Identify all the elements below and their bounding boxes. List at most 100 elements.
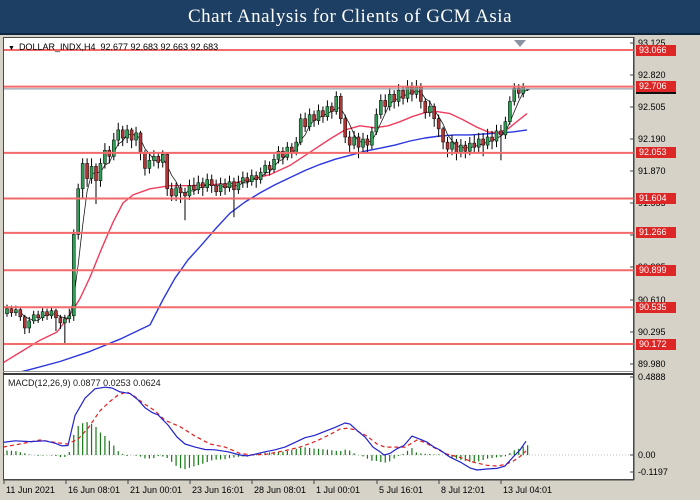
level-price-badge: 90.899 [636,264,676,276]
candle-up [307,114,312,128]
candle-up [405,85,410,99]
candle-up [227,181,232,189]
candle-up [5,308,9,315]
candle-up [521,86,525,94]
candle-down [192,185,196,191]
panel-separator-bar [3,373,634,375]
candle-up [116,129,120,141]
candle-up [112,139,116,157]
candle-up [14,309,18,313]
candle-up [450,141,454,150]
symbol-ohlc-header: ▼ DOLLAR_INDX,H4 92.677 92.683 92.663 92.… [8,42,218,52]
macd-signal-line [4,391,527,467]
candle-down [54,310,58,319]
candle-up [508,101,512,122]
time-tick-label: 28 Jun 08:01 [254,485,307,495]
candle-up [40,311,45,319]
candlesticks [5,80,530,344]
macd-label: MACD(12,26,9) [8,378,71,388]
price-tick-label: 90.610 [638,295,666,305]
candle-down [138,132,143,154]
candle-down [94,166,98,181]
candle-up [459,144,463,153]
price-tick-label: 92.190 [638,134,666,144]
candle-up [476,138,481,148]
candle-up [325,106,330,117]
candle-down [347,136,352,146]
candle-down [423,101,428,113]
level-price-badge: 93.066 [636,44,676,56]
candle-down [401,89,405,99]
watermark-subtext: GLOBAL CAPITAL MARKETS [147,232,412,378]
candle-up [76,188,80,235]
candle-down [178,187,183,194]
macd-tick-label: -0.1197 [638,467,668,477]
macd-tick-label: 0.4888 [638,372,666,382]
candle-down [392,94,396,102]
candle-down [165,153,169,189]
candle-down [365,138,370,146]
candle-up [334,96,339,112]
macd-panel [4,386,634,471]
ma-mid-line [4,110,528,363]
main-chart-panel [4,80,530,371]
candle-down [85,163,89,179]
marker-triangle-icon [514,40,526,47]
price-tick-label: 92.820 [638,70,666,80]
time-tick-label: 5 Jul 16:01 [379,485,424,495]
candle-down [254,175,258,180]
candle-up [241,177,245,183]
candle-down [303,118,307,128]
candle-down [232,181,236,191]
candle-down [36,314,40,319]
candle-down [143,152,147,169]
candle-up [428,106,432,113]
candle-up [72,234,76,317]
level-price-badge: 91.266 [636,227,676,239]
time-tick-label: 8 Jul 12:01 [441,485,486,495]
candle-down [312,114,316,121]
price-tick-label: 89.980 [638,359,666,369]
candle-up [63,318,67,324]
time-tick-label: 11 Jun 2021 [6,485,55,495]
candle-up [503,121,508,136]
time-tick-label: 21 Jun 00:01 [130,485,183,495]
candle-down [436,118,441,130]
level-price-badge: 92.053 [636,147,676,159]
candle-down [472,142,476,148]
candle-down [23,316,27,329]
candle-down [290,146,294,153]
candle-down [441,128,445,143]
candle-up [294,141,298,153]
candle-up [27,320,31,329]
candle-up [89,166,94,179]
candle-up [379,100,383,115]
candle-up [485,136,490,146]
price-tick-label: 92.505 [638,102,666,112]
candle-up [98,163,103,181]
price-tick-label: 93.125 [638,38,666,48]
level-price-badge: 91.604 [636,193,676,205]
candle-up [494,130,499,142]
time-tick-label: 13 Jul 04:01 [503,485,553,495]
candle-down [517,87,521,94]
candle-down [339,96,343,119]
time-tick-label: 23 Jun 16:01 [192,485,245,495]
symbol-dropdown-icon[interactable]: ▼ [8,45,15,52]
candle-down [281,150,285,158]
candle-down [490,136,494,142]
price-tick-label: 90.295 [638,327,666,337]
candle-up [387,94,392,107]
candle-down [445,141,450,150]
time-tick-label: 16 Jun 08:01 [68,485,121,495]
candle-down [343,118,347,138]
candle-up [80,163,85,190]
level-price-badge: 90.535 [636,301,676,313]
candle-up [161,153,165,163]
level-price-badge: 92.706 [636,81,676,93]
level-price-badge: 90.172 [636,338,676,350]
candle-up [174,187,178,197]
candle-up [258,172,263,180]
candle-down [129,129,134,141]
